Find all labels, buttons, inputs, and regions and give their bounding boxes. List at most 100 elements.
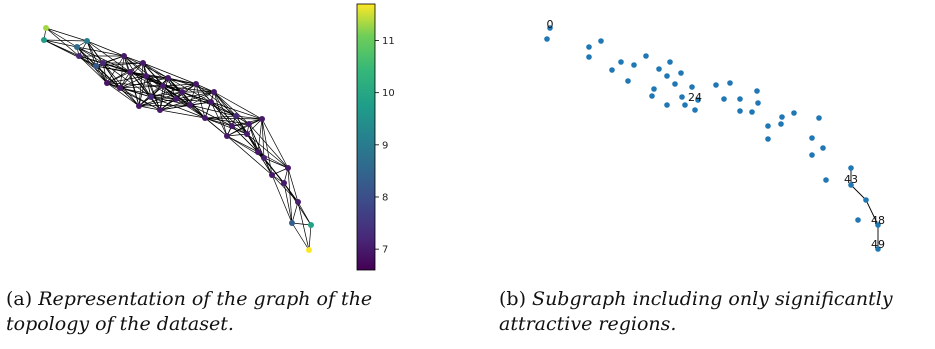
graph-a-edge xyxy=(167,77,212,103)
graph-a-edge xyxy=(86,40,125,57)
graph-a-edge xyxy=(138,105,161,111)
graph-a-node xyxy=(136,103,142,109)
graph-a-edge xyxy=(43,39,88,42)
graph-a-node xyxy=(193,81,199,87)
graph-b-node xyxy=(765,123,771,129)
graph-a-edge xyxy=(283,182,293,224)
graph-a-edge xyxy=(204,117,263,120)
graph-a-edge xyxy=(263,157,289,169)
graph-a-edge xyxy=(175,91,215,100)
graph-b-node xyxy=(667,59,673,65)
graph-a-node xyxy=(117,85,123,91)
graph-a-edge xyxy=(271,174,299,203)
graph-b-node xyxy=(651,86,657,92)
graph-a-edge xyxy=(167,77,206,119)
graph-b-node xyxy=(754,88,760,94)
graph-a-edge xyxy=(167,77,215,93)
colorbar-tick-label: 10 xyxy=(382,88,395,99)
graph-a-node xyxy=(187,102,193,108)
graph-a-node xyxy=(121,53,127,59)
graph-a-edge xyxy=(257,118,263,153)
colorbar-tick-label: 9 xyxy=(382,140,388,151)
graph-b-node xyxy=(625,78,631,84)
graph-a-edge xyxy=(226,133,248,137)
graph-b-node xyxy=(713,82,719,88)
graph-a-edge xyxy=(159,77,169,111)
graph-a-edge xyxy=(159,98,177,111)
graph-a-edge xyxy=(213,91,248,135)
graph-a-node xyxy=(259,116,265,122)
graph-a-edge xyxy=(257,151,273,176)
graph-a-edge xyxy=(129,71,183,93)
graph-b-node xyxy=(547,25,553,31)
graph-a-edge xyxy=(248,123,273,176)
graph-a-node xyxy=(43,25,49,31)
graph-b-node xyxy=(778,121,784,127)
graph-a-edge xyxy=(189,104,237,117)
graph-b-node xyxy=(586,44,592,50)
graph-a-edge xyxy=(76,46,104,64)
graph-a-edge xyxy=(102,62,147,77)
graph-a-edge xyxy=(123,55,169,79)
graph-b-node xyxy=(727,80,733,86)
graph-a-edge xyxy=(204,91,215,119)
graph-a-node xyxy=(173,96,179,102)
graph-a-node xyxy=(41,37,47,43)
graph-a-edge xyxy=(123,55,144,64)
graph-a-edge xyxy=(102,55,125,64)
colorbar-gradient xyxy=(356,3,376,271)
graph-a-edge xyxy=(167,77,197,85)
graph-b-node xyxy=(779,114,785,120)
graph-a-edge xyxy=(246,118,263,135)
graph-a-edge xyxy=(213,91,250,125)
graph-b-node-label: 49 xyxy=(871,238,885,251)
graph-b-node xyxy=(618,59,624,65)
graph-a-node xyxy=(308,222,314,228)
graph-b-node xyxy=(737,96,743,102)
graph-a-node xyxy=(295,199,301,205)
graph-a-node xyxy=(244,131,250,137)
graph-a-edge xyxy=(175,98,206,119)
graph-a-node xyxy=(157,107,163,113)
graph-b-node xyxy=(544,36,550,42)
graph-a-node xyxy=(100,60,106,66)
graph-a-edge xyxy=(287,167,293,224)
graph-b-node xyxy=(679,94,685,100)
graph-b-edge xyxy=(850,184,867,201)
graph-a-node xyxy=(224,133,230,139)
graph-a-edge xyxy=(204,115,237,119)
graph-a-node xyxy=(233,113,239,119)
graph-a-edge xyxy=(204,117,228,137)
graph-a-edge xyxy=(195,83,215,93)
graph-a-edge xyxy=(150,83,197,98)
graph-a-edge xyxy=(76,46,131,73)
graph-a-edge xyxy=(204,117,250,125)
graph-a-node xyxy=(211,89,217,95)
graph-b-node xyxy=(848,182,854,188)
graph-a-node xyxy=(289,220,295,226)
graph-a-edge xyxy=(78,55,97,67)
graph-a-node xyxy=(165,75,171,81)
graph-a-edge xyxy=(150,91,183,98)
graph-a-edge xyxy=(119,87,152,98)
graph-a-node xyxy=(202,115,208,121)
graph-b-labels: 0 24 43 48 49 xyxy=(547,18,886,251)
colorbar-tick-label: 11 xyxy=(382,36,395,47)
graph-a-edge xyxy=(248,123,289,169)
graph-a-edge xyxy=(297,201,310,251)
graph-b-node xyxy=(765,136,771,142)
graph-a-edge xyxy=(204,117,233,127)
graph-a-edges xyxy=(43,27,312,251)
graph-b-node xyxy=(586,54,592,60)
graph-a-node xyxy=(208,99,214,105)
colorbar-tick-label: 8 xyxy=(382,192,388,203)
graph-a-node xyxy=(76,53,82,59)
graph-a-node xyxy=(255,149,261,155)
graph-a-edge xyxy=(95,65,147,77)
graph-a-edge xyxy=(189,104,206,119)
graph-b-node xyxy=(664,73,670,79)
graph-a-edge xyxy=(86,40,97,67)
graph-b-node-label: 43 xyxy=(844,173,858,186)
graph-b-node xyxy=(721,96,727,102)
graph-b-node xyxy=(692,107,698,113)
